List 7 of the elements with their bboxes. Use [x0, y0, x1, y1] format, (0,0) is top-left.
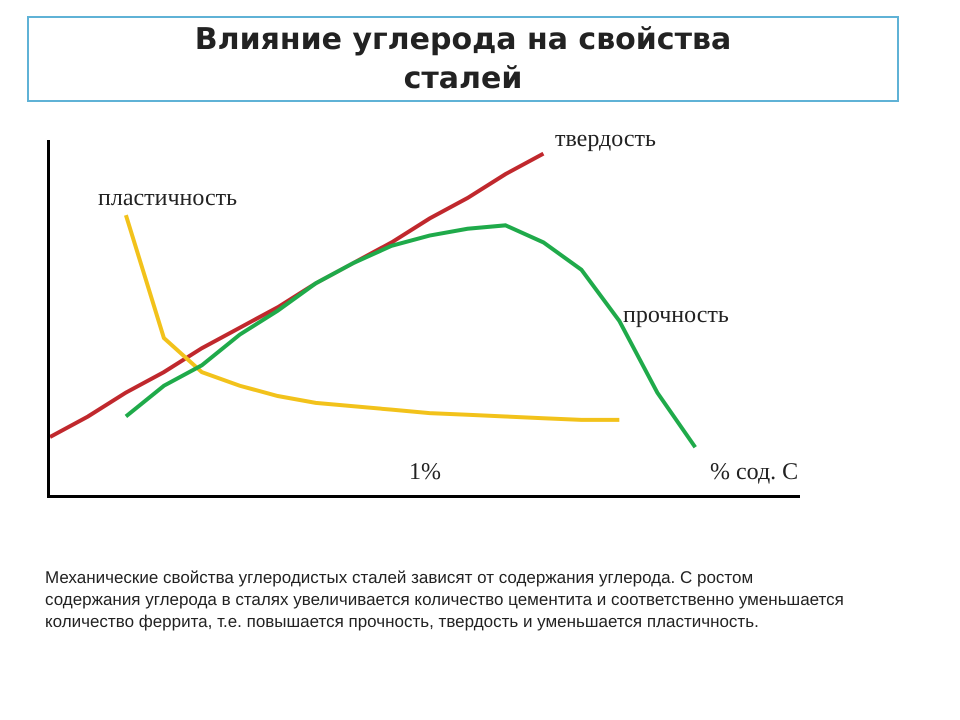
chart-title: Влияние углерода на свойства сталей — [194, 22, 732, 96]
x-axis-title: % сод. С — [710, 459, 798, 485]
annotation: 1% — [409, 459, 441, 485]
text: Механические свойства углеродистых сталей зависят от содержания углерода. С ростом содержания углерода в сталях увеличивается количество цементита и соответственно уменьшается количество феррита, т.е. повышается прочность, твердость и уменьшается пластичность. — [45, 568, 844, 632]
series-label: твердость — [555, 126, 656, 152]
series-label: пластичность — [98, 185, 238, 211]
series-label: прочность — [623, 302, 729, 328]
